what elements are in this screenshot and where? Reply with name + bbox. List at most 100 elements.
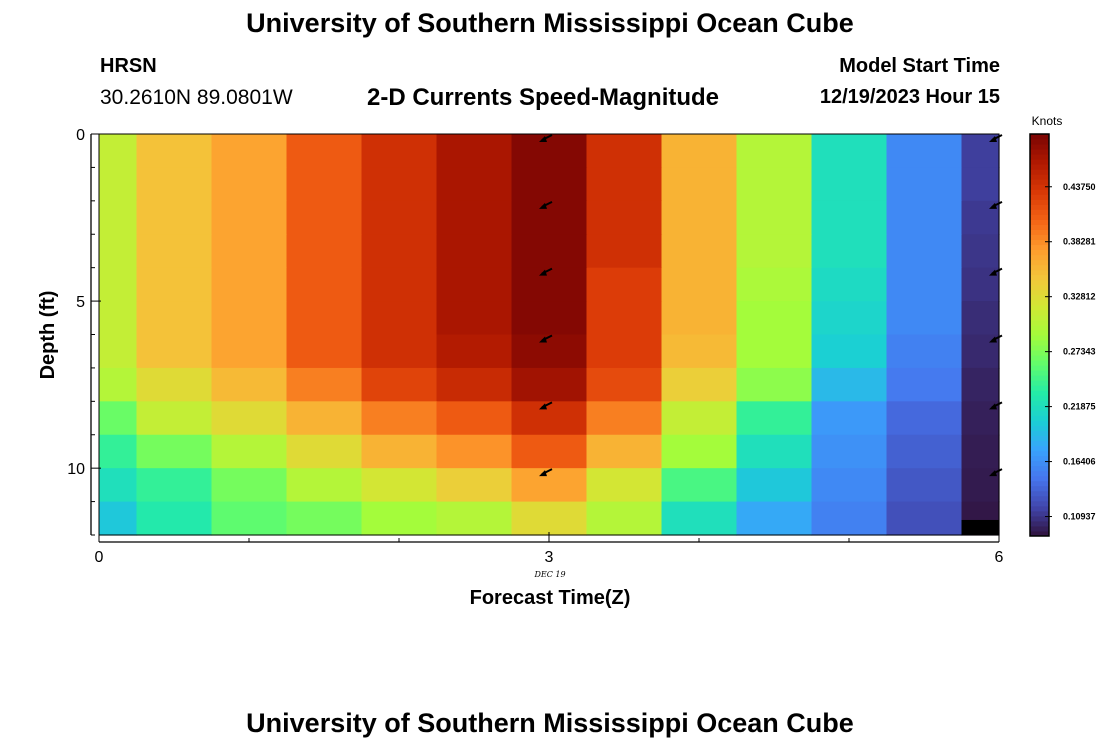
colorbar-segment [1030, 274, 1049, 281]
colorbar-segment [1030, 430, 1049, 436]
colorbar-segment [1030, 139, 1049, 145]
colorbar-segment [1030, 505, 1049, 512]
heatmap-cell [661, 200, 738, 235]
page-title: University of Southern Mississippi Ocean… [246, 8, 854, 38]
colorbar-segment [1030, 390, 1049, 396]
current-arrow [989, 134, 1003, 142]
heatmap-cell [961, 167, 1000, 202]
colorbar-segment [1030, 345, 1049, 351]
heatmap-cell [736, 434, 813, 469]
heatmap-cell [886, 134, 963, 169]
heatmap-cell [661, 267, 738, 302]
heatmap-cell [811, 301, 888, 336]
colorbar-segment [1030, 485, 1049, 492]
colorbar-segment [1030, 164, 1049, 170]
station-name: HRSN [100, 55, 157, 77]
colorbar-segment [1030, 425, 1049, 431]
current-arrow [539, 468, 553, 477]
colorbar-segment [1030, 279, 1049, 286]
chart-axes: 0 5 10 0 3 6 [67, 127, 1003, 566]
heatmap-cell [361, 334, 438, 369]
heatmap-cell [436, 200, 513, 235]
colorbar-segment [1030, 470, 1049, 477]
heatmap-cell [361, 267, 438, 302]
heatmap-cell [136, 167, 213, 202]
heatmap-cell [511, 167, 588, 202]
current-arrow [989, 267, 1003, 276]
heatmap-cell [136, 267, 213, 302]
heatmap-cell [286, 334, 363, 369]
colorbar-frame [1029, 133, 1050, 537]
heatmap-cell [436, 167, 513, 202]
colorbar-segment [1030, 405, 1049, 411]
colorbar-segment [1030, 314, 1049, 321]
current-arrow [989, 401, 1003, 410]
y-axis-label: Depth (ft) [37, 291, 59, 380]
heatmap-cell [136, 434, 213, 469]
heatmap-cell [886, 234, 963, 269]
heatmap-cell [736, 134, 813, 169]
heatmap-cell [661, 167, 738, 202]
heatmap-cell [436, 401, 513, 436]
colorbar-segment [1030, 385, 1049, 391]
heatmap-cell [211, 301, 288, 336]
heatmap-cell [361, 234, 438, 269]
heatmap-cell [361, 167, 438, 202]
colorbar-segment [1030, 355, 1049, 361]
heatmap-cell [811, 334, 888, 369]
colorbar-segment [1030, 289, 1049, 296]
colorbar-segment [1030, 189, 1049, 195]
heatmap-cell [361, 134, 438, 169]
colorbar-segment [1030, 304, 1049, 311]
heatmap-cell [136, 301, 213, 336]
heatmap-cell [511, 334, 588, 369]
heatmap-cell [586, 401, 663, 436]
heatmap-cell [511, 267, 588, 302]
heatmap-cell [811, 200, 888, 235]
heatmap-cell [211, 334, 288, 369]
heatmap-cell [886, 267, 963, 302]
colorbar-segment [1030, 214, 1049, 220]
colorbar-segment [1030, 420, 1049, 426]
colorbar-segment [1030, 284, 1049, 291]
colorbar-segment [1030, 209, 1049, 215]
heatmap-cell [811, 134, 888, 169]
heatmap-cell [886, 367, 963, 402]
colorbar-segment [1030, 199, 1049, 205]
colorbar-segment [1030, 360, 1049, 366]
colorbar-segment [1030, 450, 1049, 457]
heatmap-cell [811, 401, 888, 436]
heatmap-cell [211, 267, 288, 302]
heatmap-cell [586, 367, 663, 402]
heatmap-cell [211, 501, 288, 536]
colorbar: 0.43750 0.38281 0.32812 0.27343 0.21875 0.164… [1029, 133, 1096, 537]
colorbar-segment [1030, 370, 1049, 376]
colorbar-tick-label: 0.16406 [1063, 457, 1096, 467]
heatmap-cell [136, 468, 213, 503]
heatmap-cell [136, 401, 213, 436]
heatmap-cell [886, 301, 963, 336]
colorbar-segment [1030, 174, 1049, 180]
heatmap-cell [99, 334, 138, 369]
heatmap-cell [961, 234, 1000, 269]
heatmap-cell [961, 367, 1000, 402]
colorbar-segment [1030, 475, 1049, 482]
heatmap-cell [436, 434, 513, 469]
heatmap-cell [661, 434, 738, 469]
colorbar-segment [1030, 440, 1049, 447]
heatmap-cell [886, 434, 963, 469]
heatmap-cell [436, 267, 513, 302]
station-coordinates: 30.2610N 89.0801W [100, 86, 293, 109]
heatmap-cell [361, 434, 438, 469]
heatmap-cell [436, 501, 513, 536]
heatmap-cell [661, 234, 738, 269]
colorbar-segment [1030, 229, 1049, 235]
colorbar-tick-label: 0.43750 [1063, 182, 1096, 192]
heatmap-cell [286, 134, 363, 169]
heatmap-cell [211, 367, 288, 402]
heatmap-cell [211, 468, 288, 503]
heatmap-cell [436, 234, 513, 269]
colorbar-segment [1030, 335, 1049, 341]
colorbar-segment [1030, 340, 1049, 346]
colorbar-segment [1030, 490, 1049, 497]
